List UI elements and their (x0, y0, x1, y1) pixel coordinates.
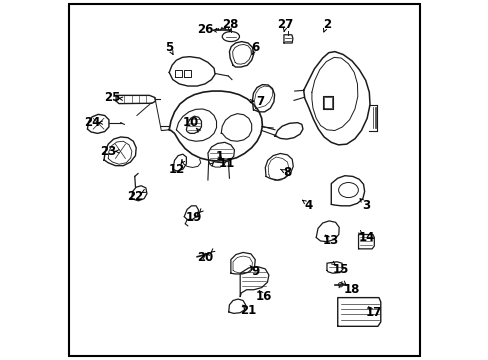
Text: 23: 23 (100, 145, 116, 158)
Text: 1: 1 (215, 150, 223, 163)
Text: 20: 20 (197, 251, 213, 264)
Text: 13: 13 (322, 234, 338, 247)
Text: 8: 8 (283, 166, 291, 179)
Text: 15: 15 (332, 263, 349, 276)
Text: 14: 14 (358, 231, 374, 244)
Text: 17: 17 (365, 306, 381, 319)
Text: 18: 18 (343, 283, 360, 296)
Text: 2: 2 (322, 18, 330, 31)
Text: 25: 25 (103, 91, 120, 104)
Text: 22: 22 (127, 190, 143, 203)
Text: 3: 3 (362, 199, 370, 212)
Text: 26: 26 (197, 23, 213, 36)
Text: 24: 24 (84, 116, 100, 129)
Text: 11: 11 (218, 157, 234, 170)
Text: 6: 6 (251, 41, 259, 54)
Text: 21: 21 (240, 305, 256, 318)
Text: 7: 7 (256, 95, 264, 108)
Text: 16: 16 (256, 290, 272, 303)
Text: 12: 12 (168, 163, 184, 176)
Text: 4: 4 (305, 199, 312, 212)
Text: 10: 10 (182, 116, 199, 129)
Text: 28: 28 (222, 18, 238, 31)
Text: 9: 9 (251, 265, 259, 278)
Text: 19: 19 (186, 211, 202, 224)
Text: 5: 5 (165, 41, 173, 54)
Text: 27: 27 (277, 18, 293, 31)
